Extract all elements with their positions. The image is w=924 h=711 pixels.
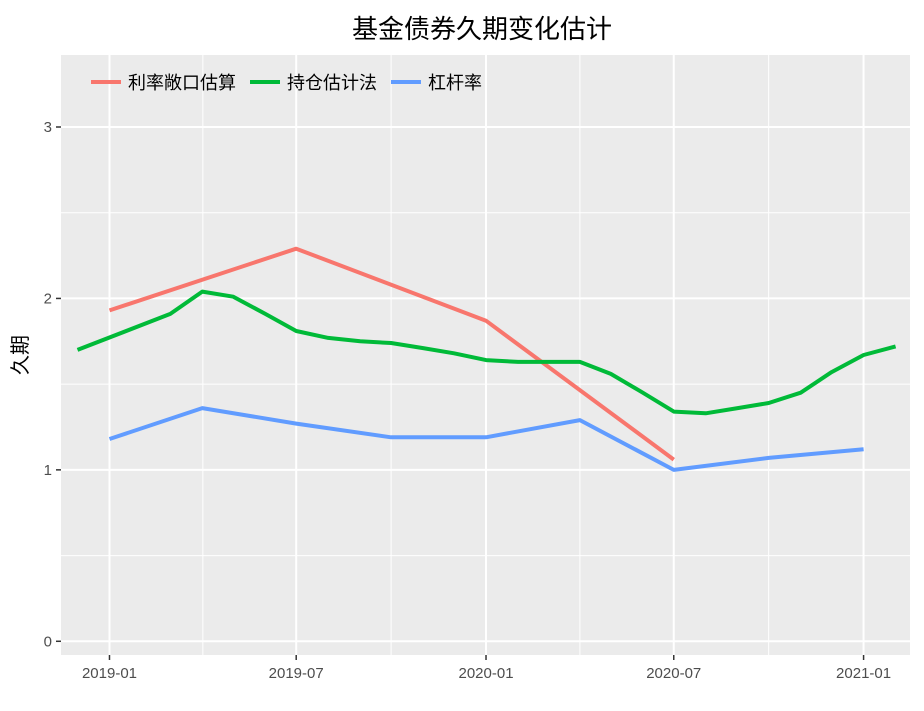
series-lines — [76, 246, 897, 472]
axis-tick-labels: 0 1 2 3 2019-01 2019-07 2020-01 2020-07 2021-01 — [44, 119, 891, 682]
y-axis-title: 久期 — [8, 335, 32, 375]
legend-label-2: 持仓估计法 — [287, 73, 377, 94]
chart-title: 基金债券久期变化估计 — [352, 15, 612, 45]
series-line-2 — [76, 289, 897, 416]
legend: 利率敞口估算 持仓估计法 杠杆率 — [91, 73, 482, 94]
x-tick-label: 2019-07 — [269, 665, 324, 682]
x-tick-label: 2021-01 — [836, 665, 891, 682]
y-tick-label: 1 — [44, 462, 52, 479]
legend-label-3: 杠杆率 — [428, 73, 482, 94]
y-tick-label: 2 — [44, 290, 52, 307]
y-tick-label: 3 — [44, 119, 52, 136]
y-tick-label: 0 — [44, 633, 52, 650]
x-tick-label: 2020-01 — [458, 665, 513, 682]
axis-ticks — [56, 126, 865, 660]
x-tick-label: 2019-01 — [82, 665, 137, 682]
x-tick-label: 2020-07 — [646, 665, 701, 682]
legend-label-1: 利率敞口估算 — [128, 73, 236, 94]
series-line-3 — [108, 406, 864, 472]
major-gridlines — [61, 55, 910, 655]
series-line-1 — [108, 246, 675, 462]
